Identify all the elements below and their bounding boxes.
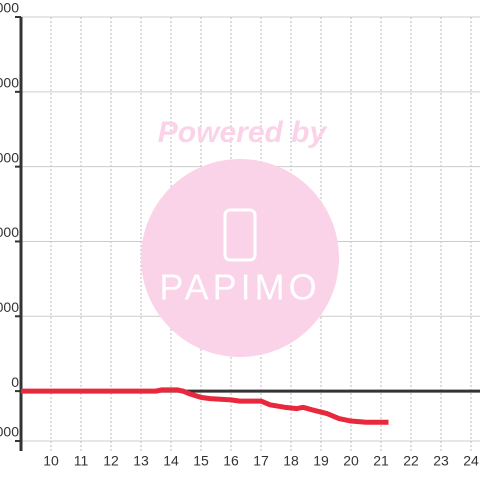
x-tick-label: 13 <box>133 453 149 469</box>
x-tick-label: 12 <box>103 453 119 469</box>
x-tick-label: 14 <box>163 453 179 469</box>
watermark-text: Powered by <box>158 116 328 149</box>
x-tick-label: 17 <box>253 453 269 469</box>
y-tick-label: 30,000 <box>0 299 19 315</box>
x-tick-label: 10 <box>43 453 59 469</box>
x-tick-label: 16 <box>223 453 239 469</box>
x-tick-label: 15 <box>193 453 209 469</box>
x-tick-label: 20 <box>343 453 359 469</box>
x-tick-label: 11 <box>74 453 89 469</box>
x-tick-label: 22 <box>403 453 419 469</box>
watermark-phone <box>223 208 257 262</box>
watermark-logo: PAPIMO <box>159 267 320 308</box>
x-tick-label: 24 <box>463 453 479 469</box>
y-tick-label: 150,000 <box>0 0 19 16</box>
y-tick-label: 0 <box>11 374 19 390</box>
y-tick-label: 90,000 <box>0 149 19 165</box>
y-tick-label: 60,000 <box>0 224 19 240</box>
x-tick-label: 19 <box>313 453 329 469</box>
y-tick-label: -20,000 <box>0 424 19 440</box>
data-line <box>21 387 389 425</box>
x-tick-label: 23 <box>433 453 449 469</box>
y-tick-label: 120,000 <box>0 75 19 91</box>
x-tick-label: 21 <box>373 453 389 469</box>
watermark-circle <box>141 159 339 357</box>
x-tick-label: 18 <box>283 453 299 469</box>
